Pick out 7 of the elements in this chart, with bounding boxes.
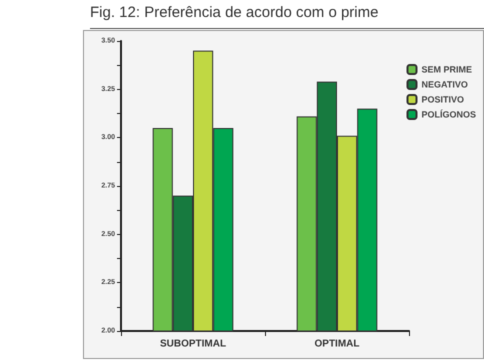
legend-label: NEGATIVO [421,80,468,90]
legend-label: POSITIVO [421,94,464,104]
legend-label: POLÍGONOS [421,110,476,120]
x-tick-label: SUBOPTIMAL [160,338,226,350]
chart-title: Fig. 12: Preferência de acordo com o prime [90,0,484,29]
legend-label: SEM PRIME [421,64,472,74]
x-tick-label: OPTIMAL [314,338,360,350]
